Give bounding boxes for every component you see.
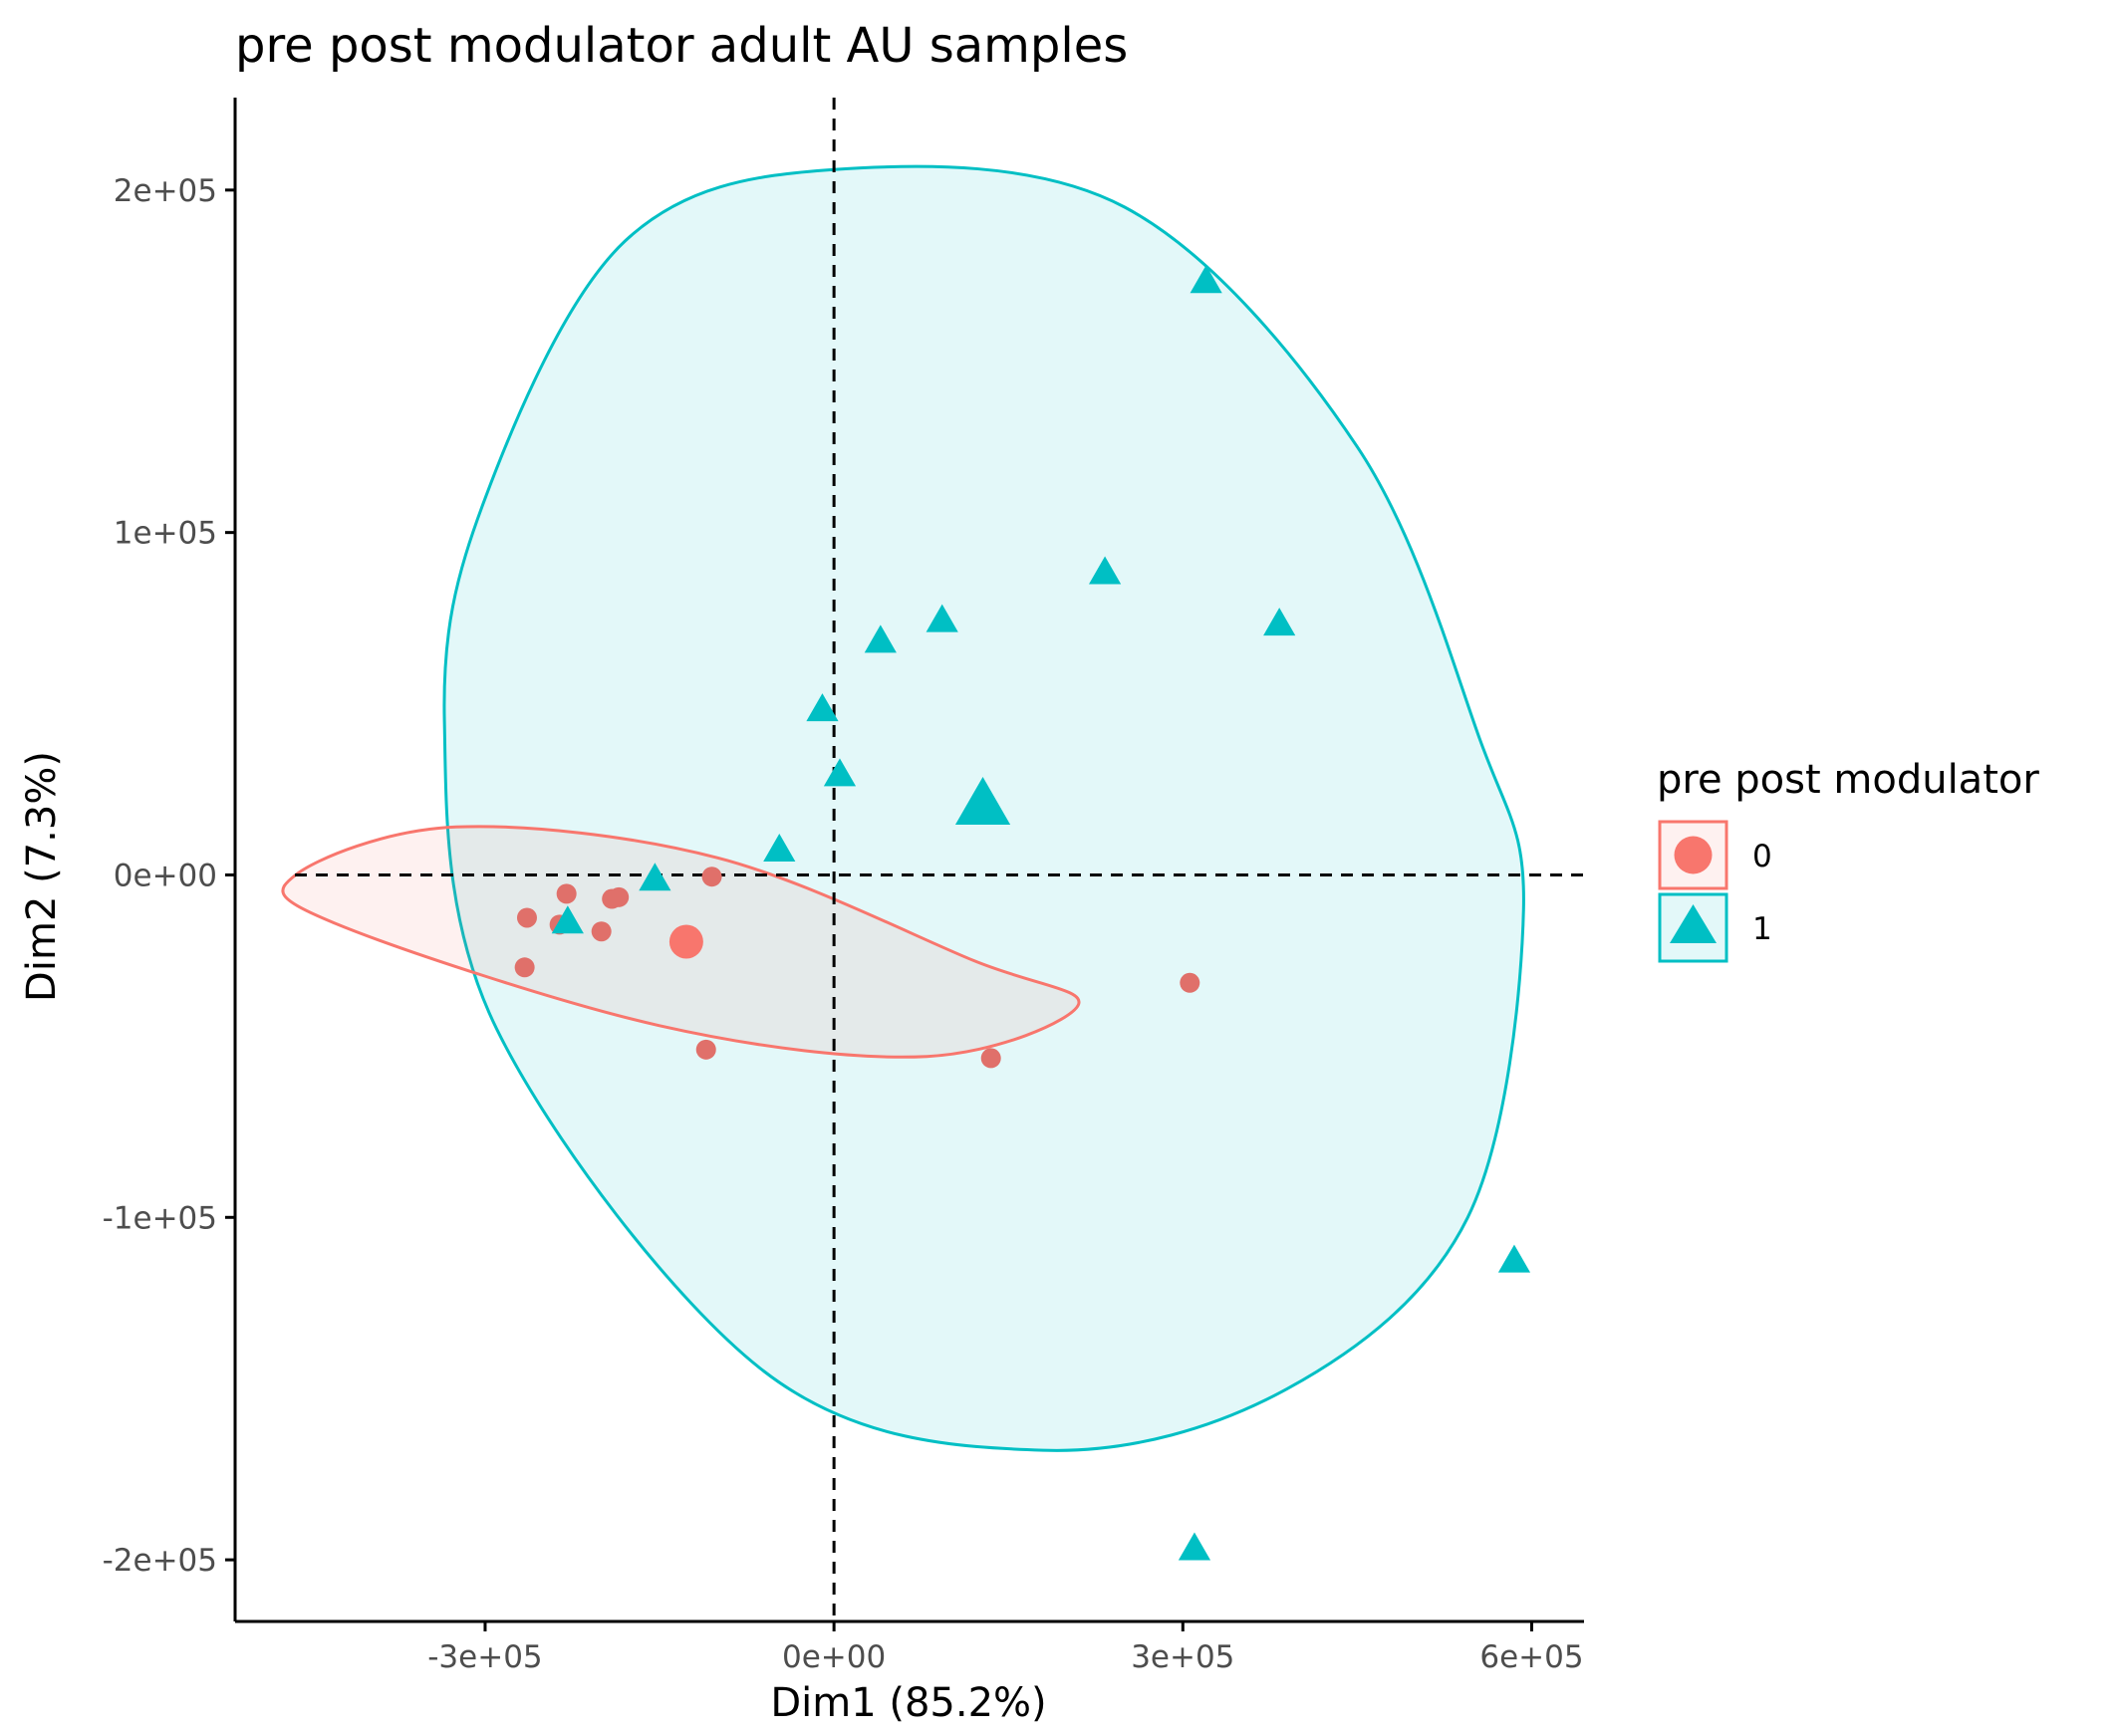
point-group-0-0: [701, 867, 722, 887]
legend-entry-1: 1: [1658, 892, 1772, 963]
point-group-0-7: [514, 957, 535, 978]
point-group-1-2: [1263, 608, 1296, 636]
legend: pre post modulator 0 1: [1657, 757, 2039, 963]
points-layer: [514, 265, 1531, 1561]
legend-label-0: 0: [1752, 839, 1772, 874]
y-tick-label-2: 0e+00: [114, 858, 217, 893]
legend-entry-0: 0: [1658, 820, 1772, 890]
x-tick-label-3: 6e+05: [1479, 1639, 1583, 1675]
point-group-1-8: [639, 863, 671, 891]
x-tick-label-2: 3e+05: [1131, 1639, 1234, 1675]
point-group-1-10: [1497, 1244, 1531, 1273]
point-group-0-2: [516, 907, 537, 928]
point-group-0-10: [980, 1048, 1001, 1069]
x-tick-label-1: 0e+00: [782, 1639, 886, 1675]
point-group-1-9: [551, 905, 584, 934]
x-axis-label: Dim1 (85.2%): [770, 1680, 1046, 1726]
legend-triangle-symbol: [1670, 904, 1717, 943]
point-group-1-6: [823, 758, 857, 787]
legend-label-1: 1: [1752, 911, 1772, 947]
centroid-group-0: [668, 924, 703, 959]
point-group-1-3: [926, 604, 958, 632]
point-group-0-8: [1180, 972, 1200, 993]
point-group-1-5: [806, 693, 839, 722]
y-axis-label: Dim2 (7.3%): [19, 751, 65, 1002]
point-group-1-11: [1178, 1532, 1211, 1561]
point-group-0-5: [609, 886, 630, 907]
y-tick-label-3: 1e+05: [114, 516, 217, 552]
chart-title: pre post modulator adult AU samples: [235, 18, 1128, 74]
point-group-0-1: [556, 883, 577, 904]
point-group-0-6: [591, 921, 612, 942]
x-tick-label-0: -3e+05: [427, 1639, 542, 1675]
axes: -3e+05 0e+00 3e+05 6e+05 -2e+05 -1e+05 0e+00 1…: [103, 98, 1584, 1675]
y-tick-label-1: -1e+05: [103, 1200, 217, 1236]
point-group-1-4: [864, 624, 897, 653]
point-group-1-1: [1088, 556, 1122, 585]
point-group-1-7: [763, 834, 796, 863]
point-group-1-0: [1190, 265, 1222, 294]
y-tick-label-4: 2e+05: [114, 173, 217, 209]
legend-circle-symbol: [1674, 836, 1713, 874]
legend-title: pre post modulator: [1657, 757, 2039, 803]
reference-lines: [295, 98, 1584, 1621]
point-group-0-9: [695, 1039, 716, 1060]
centroid-group-1: [954, 776, 1011, 825]
y-tick-label-0: -2e+05: [103, 1543, 217, 1579]
x-ticks: -3e+05 0e+00 3e+05 6e+05: [427, 1621, 1584, 1675]
y-ticks: -2e+05 -1e+05 0e+00 1e+05 2e+05: [103, 173, 235, 1579]
